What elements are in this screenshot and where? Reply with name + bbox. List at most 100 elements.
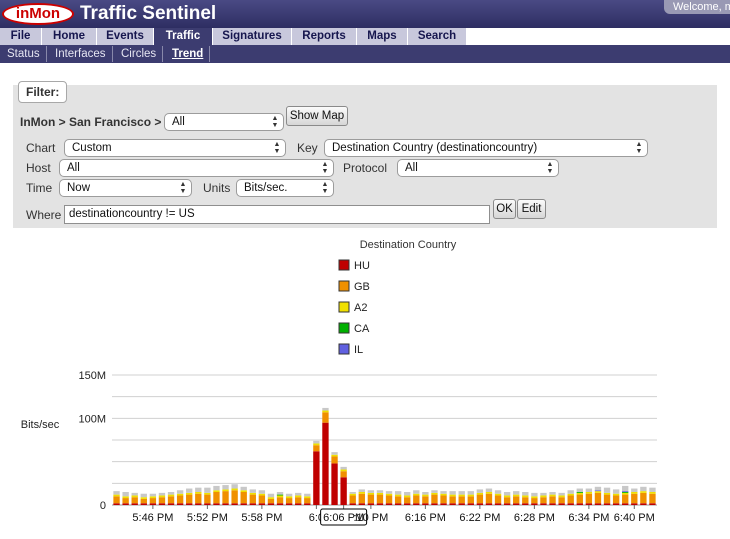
bar-segment-other	[249, 489, 256, 493]
bar-segment-hu	[158, 503, 166, 505]
bar-segment-hu	[404, 503, 411, 505]
bar-segment-a2	[467, 494, 474, 497]
bar-segment-ca	[576, 492, 583, 493]
bar-segment-hu	[549, 503, 556, 505]
bar-segment-a2	[213, 490, 220, 492]
x-tick-highlight[interactable]	[320, 508, 368, 526]
subtab-circles[interactable]: Circles	[115, 46, 164, 62]
bar-segment-other	[631, 488, 638, 492]
bar-segment-hu	[494, 503, 502, 505]
site-select[interactable]: All ▲ ▼	[164, 113, 284, 131]
x-tick-label: 6:16 PM	[405, 512, 446, 524]
bar-segment-a2	[349, 493, 356, 496]
y-tick-label: 150M	[78, 370, 106, 382]
bar-segment-a2	[304, 496, 311, 499]
show-map-button[interactable]: Show Map	[286, 106, 348, 126]
ok-button[interactable]: OK	[493, 199, 516, 219]
tab-events[interactable]: Events	[97, 28, 153, 45]
tab-signatures[interactable]: Signatures	[213, 28, 291, 45]
tab-home[interactable]: Home	[42, 28, 96, 45]
bar-segment-gb	[358, 493, 365, 504]
bar-segment-other	[376, 490, 384, 493]
bar-segment-a2	[285, 496, 293, 499]
tab-file[interactable]: File	[0, 28, 41, 45]
where-input[interactable]: destinationcountry != US	[64, 205, 490, 224]
bar-segment-other	[513, 491, 520, 495]
bar-segment-other	[549, 492, 556, 495]
bar-segment-gb	[331, 456, 338, 464]
bar-segment-other	[113, 491, 120, 495]
sub-menu: Status Interfaces Circles Trend	[0, 45, 730, 63]
bar-segment-other	[195, 487, 202, 492]
bar-segment-other	[140, 493, 147, 498]
host-select[interactable]: All ▲ ▼	[59, 159, 334, 177]
bar-segment-other	[576, 488, 583, 492]
bar-segment-gb	[567, 495, 574, 504]
units-select[interactable]: Bits/sec. ▲ ▼	[236, 179, 334, 197]
bar-segment-other	[531, 492, 538, 497]
bar-segment-gb	[376, 494, 384, 504]
bar-segment-gb	[267, 498, 275, 504]
edit-button[interactable]: Edit	[517, 199, 546, 219]
welcome-text[interactable]: Welcome, m	[664, 0, 730, 14]
bar-segment-other	[222, 485, 229, 490]
tab-maps[interactable]: Maps	[357, 28, 407, 45]
bar-segment-gb	[413, 495, 420, 504]
site-breadcrumb: InMon > San Francisco >	[20, 115, 162, 129]
bar-segment-gb	[558, 497, 565, 504]
time-select[interactable]: Now ▲ ▼	[59, 179, 192, 197]
bar-segment-other	[485, 488, 493, 492]
bar-segment-a2	[494, 493, 502, 496]
bar-segment-other	[540, 492, 547, 496]
bar-segment-gb	[404, 497, 411, 504]
bar-segment-hu	[249, 503, 256, 505]
x-tick-label: 5:46 PM	[132, 512, 173, 524]
bar-segment-a2	[186, 492, 193, 495]
select-arrows-icon: ▲ ▼	[635, 141, 643, 155]
bar-segment-other	[385, 491, 393, 494]
bar-segment-other	[340, 466, 347, 470]
bar-segment-other	[213, 485, 220, 491]
bar-segment-other	[358, 489, 365, 492]
bar-segment-other	[331, 452, 338, 455]
bar-segment-hu	[422, 503, 429, 505]
bar-segment-hu	[322, 422, 329, 505]
bar-segment-a2	[176, 493, 184, 496]
x-tick-label: :10 PM	[353, 512, 388, 524]
bar-segment-hu	[176, 503, 184, 505]
select-arrows-icon: ▲ ▼	[273, 141, 281, 155]
bar-segment-gb	[276, 497, 284, 504]
tab-reports[interactable]: Reports	[292, 28, 356, 45]
bar-segment-other	[431, 490, 438, 493]
chart-select[interactable]: Custom ▲ ▼	[64, 139, 286, 157]
bar-segment-other	[149, 493, 157, 497]
bar-segment-gb	[540, 497, 547, 504]
bar-segment-ca	[276, 494, 284, 496]
bar-segment-gb	[503, 497, 511, 504]
tab-search[interactable]: Search	[408, 28, 466, 45]
tab-traffic[interactable]: Traffic	[154, 28, 212, 45]
bar-segment-a2	[649, 492, 656, 494]
bar-segment-hu	[649, 503, 656, 505]
bar-segment-gb	[249, 494, 256, 504]
subtab-status[interactable]: Status	[1, 46, 47, 62]
x-tick-label: 6:34 PM	[568, 512, 609, 524]
bar-segment-other	[167, 492, 175, 495]
bar-segment-other	[622, 485, 629, 492]
subtab-interfaces[interactable]: Interfaces	[49, 46, 113, 62]
protocol-select[interactable]: All ▲ ▼	[397, 159, 559, 177]
bar-segment-other	[603, 487, 611, 493]
bar-segment-hu	[204, 503, 211, 505]
bar-segment-other	[276, 492, 284, 495]
bar-segment-hu	[531, 503, 538, 505]
bar-segment-hu	[267, 503, 275, 505]
bar-segment-hu	[358, 503, 365, 505]
bar-segment-hu	[276, 503, 284, 505]
units-select-value: Bits/sec.	[244, 182, 288, 194]
subtab-trend[interactable]: Trend	[166, 46, 211, 62]
y-axis-title: Bits/sec	[21, 419, 60, 431]
key-select[interactable]: Destination Country (destinationcountry)…	[324, 139, 648, 157]
bar-segment-hu	[240, 503, 247, 505]
bar-segment-other	[413, 490, 420, 494]
bar-segment-hu	[231, 503, 238, 505]
